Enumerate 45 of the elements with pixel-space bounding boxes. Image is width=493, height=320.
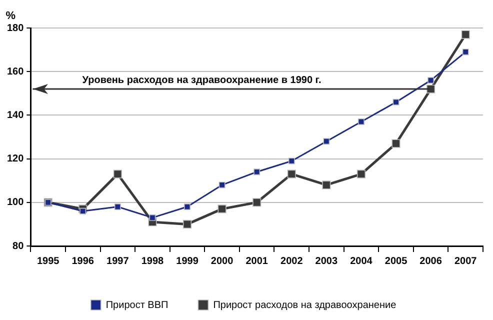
point [114,204,121,210]
point [218,204,226,214]
x-tick-label: 1996 [72,256,94,267]
x-tick-label: 2003 [315,256,338,267]
legend-label: Прирост ВВП [106,300,168,311]
x-tick-label: 1995 [36,256,60,267]
y-tick-label: 120 [6,154,24,165]
x-tick-label: 2006 [420,256,442,267]
x-tick-label: 1999 [176,256,199,267]
x-tick-label: 1998 [141,256,164,267]
point [80,208,86,214]
point [113,170,122,178]
ref-line-label: Уровень расходов на здравоохранение в 1990 г. [82,74,322,86]
point [392,139,400,148]
point [254,168,260,176]
point [288,158,295,164]
x-tick-label: 2005 [384,256,408,267]
point [392,98,400,106]
y-tick-label: 180 [6,22,24,34]
legend-label: Прирост расходов на здравоохранение [213,300,397,311]
point [462,48,469,56]
point [426,84,436,94]
y-axis-title: % [6,10,16,22]
y-tick-label: 100 [6,197,24,208]
point [218,182,226,188]
point [356,170,366,178]
point [428,77,434,84]
point [322,180,331,190]
point [182,220,192,228]
point [149,214,156,221]
y-tick-label: 160 [6,66,24,78]
x-tick-label: 2004 [350,256,373,267]
point [184,204,190,210]
y-tick-label: 140 [6,110,24,121]
point [461,30,470,39]
point [358,118,364,125]
x-tick-label: 2001 [246,256,268,267]
point [287,170,296,178]
point [323,138,330,145]
x-tick-label: 2007 [454,256,478,267]
y-tick-label: 80 [12,240,24,252]
x-tick-label: 2002 [280,256,304,267]
x-tick-label: 2000 [210,256,234,267]
x-tick-label: 1997 [106,256,130,267]
point [252,198,262,207]
